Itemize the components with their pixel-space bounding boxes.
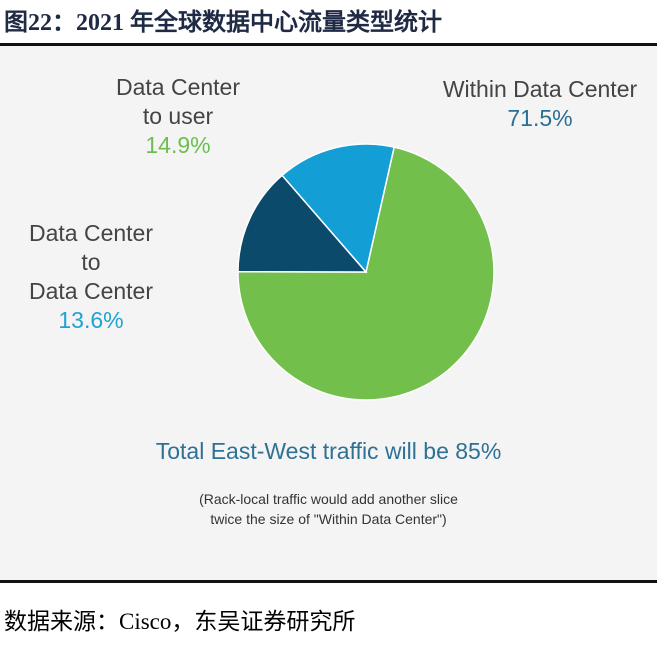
rack-local-note: (Rack-local traffic would add another sl… — [0, 489, 657, 529]
label-dc-to-user-line1: Data Center — [115, 74, 240, 100]
top-rule — [0, 43, 657, 46]
east-west-note: Total East-West traffic will be 85% — [155, 438, 502, 464]
label-dc-to-dc-line2: to — [81, 249, 101, 275]
label-dc-to-user-value: 14.9% — [145, 132, 211, 158]
figure-source: 数据来源：Cisco，东吴证券研究所 — [4, 609, 356, 634]
rack-local-note-line1: (Rack-local traffic would add another sl… — [199, 491, 458, 507]
slice-within-dc — [237, 146, 495, 401]
slice-dc-to-dc — [237, 174, 368, 273]
slice-dc-to-user — [281, 143, 396, 274]
label-dc-to-user: Data Center to user 14.9% — [88, 73, 268, 160]
chart-panel: Within Data Center 71.5% Data Center to … — [0, 46, 657, 580]
label-within-dc-value: 71.5% — [507, 105, 573, 131]
label-within-dc-text: Within Data Center — [442, 76, 638, 102]
label-dc-to-dc-line3: Data Center — [28, 278, 153, 304]
label-dc-to-dc-value: 13.6% — [58, 307, 124, 333]
pie-chart — [237, 143, 495, 401]
bottom-rule — [0, 580, 657, 583]
label-within-dc: Within Data Center 71.5% — [405, 75, 657, 133]
figure-title: 图22：2021 年全球数据中心流量类型统计 — [4, 10, 442, 36]
rack-local-note-line2: twice the size of "Within Data Center") — [210, 511, 447, 527]
label-dc-to-dc-line1: Data Center — [28, 220, 153, 246]
label-dc-to-dc: Data Center to Data Center 13.6% — [6, 219, 176, 335]
label-dc-to-user-line2: to user — [142, 103, 214, 129]
